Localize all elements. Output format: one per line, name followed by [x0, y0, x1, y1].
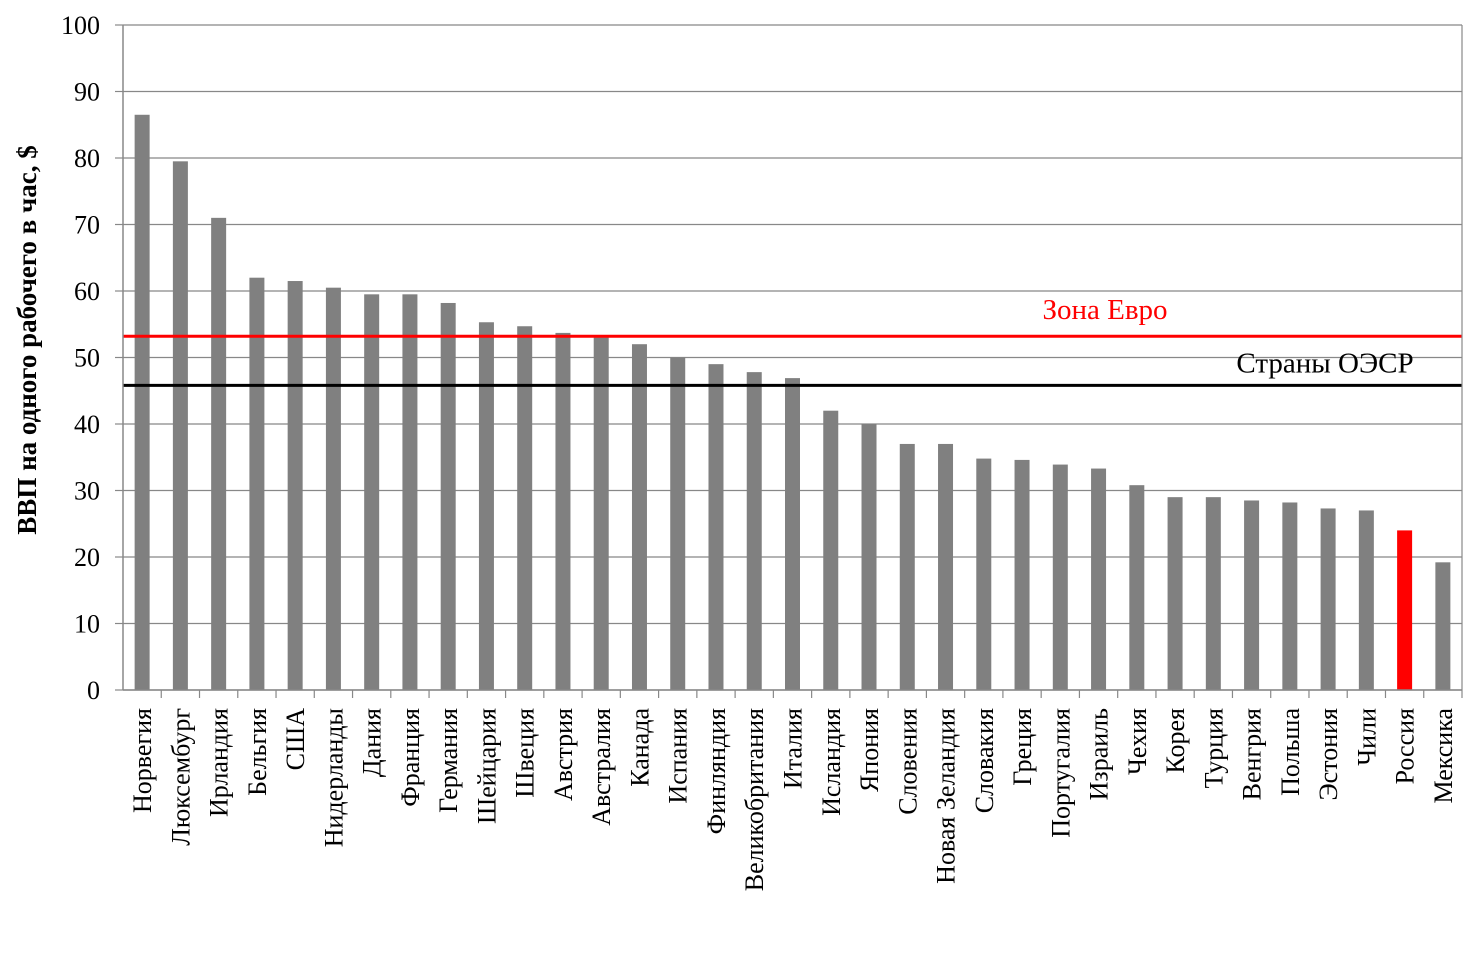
bar — [1282, 502, 1298, 690]
bar — [899, 443, 915, 690]
bar — [211, 217, 227, 690]
bar — [1091, 468, 1107, 690]
x-category-label: Великобритания — [740, 708, 769, 891]
x-category-label: Чехия — [1123, 708, 1152, 775]
x-category-label: Корея — [1161, 708, 1190, 774]
x-category-label: Норвегия — [128, 708, 157, 813]
reference-lines: Зона Евро Страны ОЭСР — [123, 294, 1462, 387]
x-category-label: Венгрия — [1238, 708, 1267, 800]
bar — [402, 294, 418, 690]
x-category-label: Новая Зеландия — [932, 708, 961, 884]
bar — [631, 344, 647, 690]
bar — [593, 337, 609, 690]
y-tick-label: 0 — [87, 676, 100, 705]
bar — [670, 357, 686, 690]
x-category-label: Мексика — [1429, 708, 1458, 804]
axes — [122, 25, 1463, 691]
x-category-label: Ирландия — [205, 708, 234, 817]
y-tick-label: 10 — [74, 610, 100, 639]
x-category-label: Италия — [779, 708, 808, 789]
bar — [1129, 485, 1145, 690]
x-category-label: Польша — [1276, 708, 1305, 796]
y-tick-labels: 0 10 20 30 40 50 60 70 80 90 100 — [61, 11, 100, 705]
y-tick-label: 100 — [61, 11, 100, 40]
bar — [555, 332, 571, 690]
x-category-label: Словения — [893, 708, 922, 815]
x-category-label: Чили — [1352, 708, 1381, 766]
reference-line-label: Зона Евро — [1042, 294, 1167, 326]
x-category-label: Россия — [1391, 708, 1420, 784]
x-category-label: Люксембург — [166, 708, 195, 846]
bar — [325, 287, 341, 690]
x-category-label: Канада — [625, 708, 654, 787]
bar — [172, 161, 188, 690]
bar — [785, 378, 800, 690]
x-category-label: Шейцария — [472, 708, 501, 824]
x-category-label: Австрия — [549, 708, 578, 801]
bar — [440, 302, 456, 690]
bar — [976, 458, 992, 690]
bar — [1435, 562, 1451, 690]
y-axis-title: ВВП на одного рабочего в час, $ — [12, 145, 42, 534]
bar — [938, 443, 954, 690]
bar — [1244, 500, 1260, 690]
x-category-labels: Норвегия Люксембург Ирландия Бельгия США Ниде… — [128, 708, 1458, 892]
bar — [1320, 508, 1336, 690]
bar — [746, 372, 762, 690]
x-category-label: Греция — [1008, 708, 1037, 786]
x-category-label: Германия — [434, 708, 463, 813]
x-category-label: США — [281, 708, 310, 771]
x-category-label: Эстония — [1314, 708, 1343, 801]
y-tick-label: 30 — [74, 477, 100, 506]
y-tick-label: 50 — [74, 344, 100, 373]
y-tick-label: 70 — [74, 211, 100, 240]
bar — [517, 326, 533, 690]
x-category-label: Япония — [855, 708, 884, 792]
x-category-label: Швеция — [511, 708, 540, 798]
bar — [1167, 497, 1183, 690]
bar — [1205, 497, 1221, 690]
x-category-label: Дания — [358, 708, 387, 777]
bar — [708, 364, 724, 690]
x-category-label: Франция — [396, 708, 425, 807]
x-category-label: Израиль — [1085, 708, 1114, 800]
y-tick-label: 20 — [74, 543, 100, 572]
y-tick-label: 60 — [74, 277, 100, 306]
bar — [861, 424, 877, 690]
x-category-label: Финляндия — [702, 708, 731, 834]
x-category-label: Исландия — [817, 708, 846, 816]
bar — [1014, 459, 1030, 690]
x-category-label: Испания — [664, 708, 693, 804]
bar — [134, 114, 150, 690]
bar — [823, 410, 839, 690]
x-category-label: Нидерланды — [319, 708, 348, 847]
x-category-label: Бельгия — [243, 708, 272, 796]
bar — [364, 294, 380, 690]
y-tick-label: 90 — [74, 78, 100, 107]
bar — [1358, 510, 1374, 690]
bar — [287, 281, 303, 690]
x-category-label: Словакия — [970, 708, 999, 813]
reference-line-label: Страны ОЭСР — [1236, 347, 1413, 379]
y-tick-label: 80 — [74, 144, 100, 173]
bar — [478, 322, 494, 690]
x-category-label: Турция — [1199, 708, 1228, 788]
bar — [1052, 464, 1068, 690]
bars — [134, 114, 1451, 690]
x-category-label: Австралия — [587, 708, 616, 826]
x-category-label: Португалия — [1046, 708, 1075, 838]
y-tick-label: 40 — [74, 410, 100, 439]
bar — [249, 277, 265, 690]
bar — [1397, 530, 1413, 690]
